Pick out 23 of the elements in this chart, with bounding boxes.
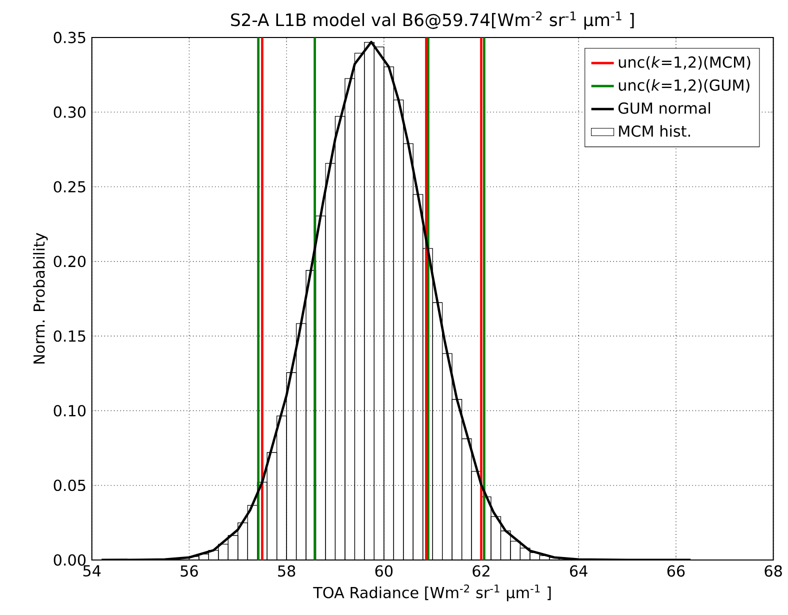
x-tick-label: 64 [570, 565, 588, 577]
legend-label: unc(k=1,2)(GUM) [618, 78, 750, 92]
y-tick-label: 0.10 [54, 404, 86, 416]
x-tick-label: 62 [472, 565, 490, 577]
y-tick-label: 0.20 [54, 256, 86, 268]
chart-title: S2-A L1B model val B6@59.74[Wm$^{-2}$ sr$^{-1}$ μm$^{-1}$ ] [231, 11, 634, 30]
y-axis-title: Norm. Probability [33, 232, 48, 364]
y-tick-label: 0.05 [54, 479, 86, 491]
legend-label: unc(k=1,2)(MCM) [618, 56, 750, 70]
y-tick-label: 0.35 [54, 32, 86, 44]
legend-label: MCM hist. [619, 124, 690, 137]
x-tick-label: 68 [764, 565, 782, 577]
x-tick-label: 56 [180, 565, 198, 577]
y-tick-label: 0.25 [54, 180, 86, 192]
y-tick-label: 0.30 [54, 106, 86, 118]
x-tick-label: 58 [278, 565, 296, 577]
x-tick-label: 54 [83, 565, 101, 576]
x-tick-label: 66 [667, 565, 685, 577]
y-tick-label: 0.15 [54, 330, 86, 342]
legend-label: GUM normal [618, 102, 710, 114]
x-axis-title: TOA Radiance [Wm$^{-2}$ sr$^{-1}$ μm$^{-1}$ ] [313, 584, 551, 602]
y-tick-label: 0.00 [54, 554, 86, 566]
x-tick-label: 60 [375, 565, 393, 577]
